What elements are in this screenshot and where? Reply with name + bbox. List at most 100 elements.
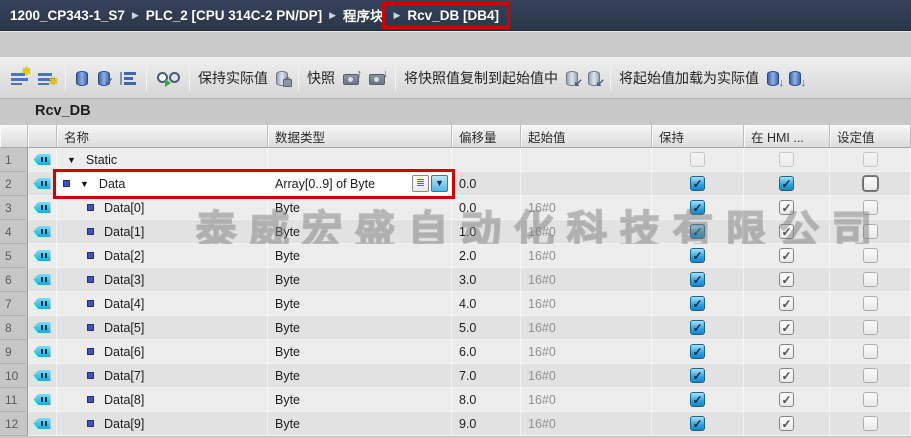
hmi-visible-checkbox[interactable] [779, 176, 794, 191]
expander-icon[interactable]: ▼ [80, 178, 89, 189]
row-number[interactable]: 7 [0, 292, 28, 316]
setpoint-checkbox[interactable] [862, 224, 878, 239]
retain-checkbox[interactable] [690, 344, 705, 359]
start-value-cell[interactable]: 16#0 [521, 196, 652, 220]
offset-cell[interactable]: 6.0 [452, 340, 521, 364]
data-type-cell[interactable]: Byte [268, 268, 452, 292]
hmi-visible-checkbox[interactable] [779, 272, 794, 287]
retain-checkbox[interactable] [690, 368, 705, 383]
variable-name-cell[interactable]: ▼ Data [57, 172, 268, 196]
add-row-button[interactable] [34, 68, 59, 88]
setpoint-checkbox[interactable] [862, 296, 878, 311]
setpoint-checkbox[interactable] [862, 344, 878, 359]
data-type-cell[interactable]: Array[0..9] of Byte ≣ ▼ [268, 172, 452, 196]
hmi-visible-checkbox[interactable] [779, 392, 794, 407]
offset-cell[interactable]: 7.0 [452, 364, 521, 388]
start-value-cell[interactable]: 16#0 [521, 340, 652, 364]
hmi-visible-checkbox[interactable] [779, 344, 794, 359]
retain-checkbox[interactable] [690, 152, 705, 167]
expander-icon[interactable]: ▼ [67, 154, 76, 165]
offset-cell[interactable]: 0.0 [452, 196, 521, 220]
variable-name-cell[interactable]: Data[9] [57, 412, 268, 436]
start-value-cell[interactable]: 16#0 [521, 220, 652, 244]
row-number[interactable]: 2 [0, 172, 28, 196]
data-type-cell[interactable]: Byte [268, 196, 452, 220]
setpoint-checkbox[interactable] [862, 200, 878, 215]
type-dropdown-button[interactable]: ▼ [431, 175, 448, 192]
variable-name-cell[interactable]: Data[2] [57, 244, 268, 268]
data-type-cell[interactable]: Byte [268, 388, 452, 412]
compile-accept-button[interactable] [94, 68, 114, 89]
start-value-cell[interactable]: 16#0 [521, 316, 652, 340]
data-type-cell[interactable] [268, 148, 452, 172]
copy-snapshot-setpoints-button[interactable] [584, 68, 605, 89]
start-value-cell[interactable]: 16#0 [521, 364, 652, 388]
setpoint-checkbox[interactable] [862, 368, 878, 383]
offset-cell[interactable] [452, 148, 521, 172]
setpoint-checkbox[interactable] [862, 152, 878, 167]
header-datatype[interactable]: 数据类型 [268, 125, 452, 147]
insert-row-button[interactable] [7, 65, 32, 88]
hmi-visible-checkbox[interactable] [779, 152, 794, 167]
snapshot-download-button[interactable] [365, 68, 389, 88]
row-number[interactable]: 11 [0, 388, 28, 412]
retain-checkbox[interactable] [690, 392, 705, 407]
variable-name-cell[interactable]: Data[6] [57, 340, 268, 364]
load-start-all-button[interactable] [763, 68, 784, 89]
row-number[interactable]: 4 [0, 220, 28, 244]
breadcrumb-item-program-blocks[interactable]: 程序块 [343, 9, 384, 24]
header-retain[interactable]: 保持 [652, 125, 744, 147]
header-name[interactable]: 名称 [57, 125, 268, 147]
variable-name-cell[interactable]: Data[0] [57, 196, 268, 220]
data-type-cell[interactable]: Byte [268, 292, 452, 316]
hmi-visible-checkbox[interactable] [779, 368, 794, 383]
row-number[interactable]: 12 [0, 412, 28, 436]
offset-cell[interactable]: 4.0 [452, 292, 521, 316]
hmi-visible-checkbox[interactable] [779, 248, 794, 263]
snapshot-upload-button[interactable] [339, 68, 363, 88]
setpoint-checkbox[interactable] [862, 272, 878, 287]
copy-snapshot-all-button[interactable] [562, 68, 583, 89]
row-number[interactable]: 8 [0, 316, 28, 340]
setpoint-checkbox[interactable] [862, 392, 878, 407]
variable-name-cell[interactable]: Data[7] [57, 364, 268, 388]
offset-cell[interactable]: 3.0 [452, 268, 521, 292]
setpoint-checkbox[interactable] [862, 248, 878, 263]
data-type-cell[interactable]: Byte [268, 364, 452, 388]
offset-cell[interactable]: 5.0 [452, 316, 521, 340]
variable-name-cell[interactable]: ▼ Static [57, 148, 268, 172]
setpoint-checkbox[interactable] [862, 320, 878, 335]
row-number[interactable]: 1 [0, 148, 28, 172]
update-interface-button[interactable] [72, 68, 92, 89]
data-type-cell[interactable]: Byte [268, 244, 452, 268]
start-value-cell[interactable]: 16#0 [521, 388, 652, 412]
row-number[interactable]: 10 [0, 364, 28, 388]
retain-checkbox[interactable] [690, 176, 705, 191]
data-type-cell[interactable]: Byte [268, 412, 452, 436]
retain-checkbox[interactable] [690, 416, 705, 431]
offset-cell[interactable]: 2.0 [452, 244, 521, 268]
data-type-cell[interactable]: Byte [268, 220, 452, 244]
retain-checkbox[interactable] [690, 296, 705, 311]
hmi-visible-checkbox[interactable] [779, 200, 794, 215]
header-start-value[interactable]: 起始值 [521, 125, 652, 147]
start-value-cell[interactable]: 16#0 [521, 412, 652, 436]
start-value-cell[interactable] [521, 148, 652, 172]
start-value-cell[interactable]: 16#0 [521, 292, 652, 316]
offset-cell[interactable]: 1.0 [452, 220, 521, 244]
retain-checkbox[interactable] [690, 248, 705, 263]
breadcrumb-item-plc[interactable]: PLC_2 [CPU 314C-2 PN/DP] [145, 7, 323, 23]
offset-cell[interactable]: 8.0 [452, 388, 521, 412]
offset-cell[interactable]: 9.0 [452, 412, 521, 436]
header-offset[interactable]: 偏移量 [452, 125, 521, 147]
monitor-all-button[interactable] [153, 69, 183, 87]
setpoint-checkbox[interactable] [862, 176, 878, 191]
hmi-visible-checkbox[interactable] [779, 296, 794, 311]
data-type-cell[interactable]: Byte [268, 316, 452, 340]
row-number[interactable]: 3 [0, 196, 28, 220]
retain-checkbox[interactable] [690, 320, 705, 335]
variable-name-cell[interactable]: Data[4] [57, 292, 268, 316]
breadcrumb-item-rcv-db[interactable]: Rcv_DB [DB4] [407, 7, 499, 23]
variable-name-cell[interactable]: Data[8] [57, 388, 268, 412]
setpoint-checkbox[interactable] [862, 416, 878, 431]
